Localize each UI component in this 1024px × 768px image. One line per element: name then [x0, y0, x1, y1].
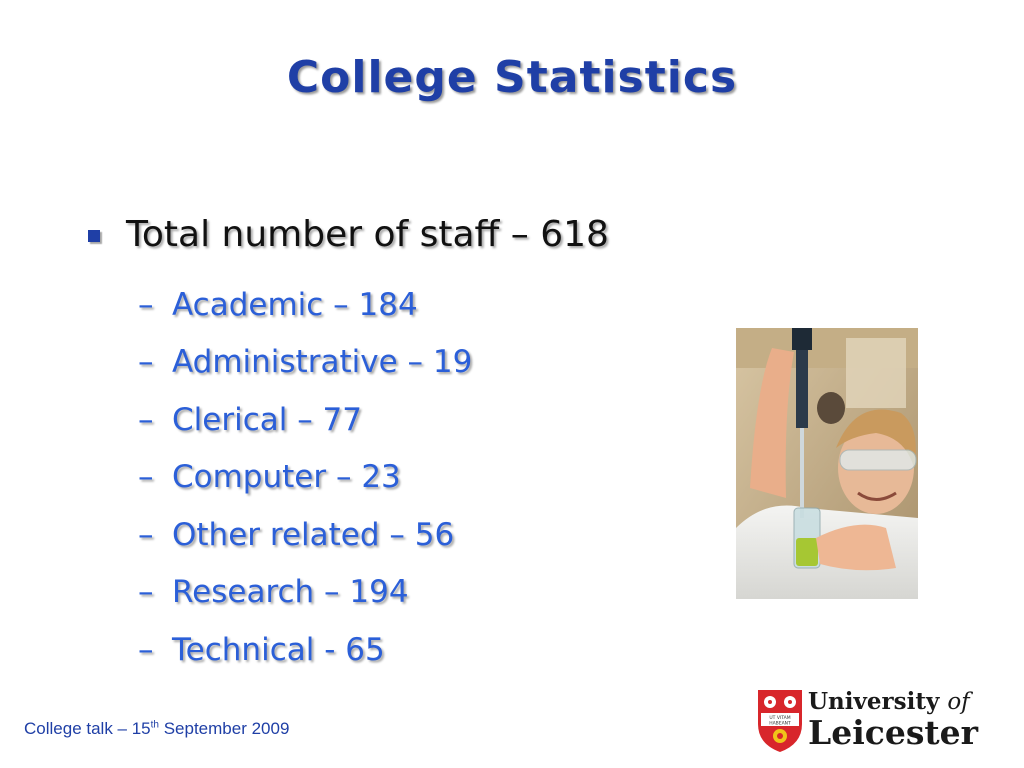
list-item: – Computer – 23 — [138, 449, 472, 507]
sub-item-text: Technical - 65 — [172, 631, 385, 668]
list-item: – Technical - 65 — [138, 621, 472, 679]
dash-bullet: – — [138, 344, 154, 381]
logo-leicester: Leicester — [808, 713, 979, 752]
logo-wordmark: University of Leicester — [808, 690, 978, 749]
logo-university: University — [808, 688, 940, 715]
shield-motto-line2: HABEANT — [769, 721, 791, 727]
footer-prefix: College talk – 15 — [24, 719, 151, 738]
list-item: – Academic – 184 — [138, 276, 472, 334]
staff-breakdown-list: – Academic – 184 – Administrative – 19 – Cl… — [138, 276, 472, 679]
logo-of: of — [947, 689, 970, 715]
sub-item-text: Other related – 56 — [172, 516, 455, 553]
lab-scientist-photo — [736, 328, 918, 599]
list-item: – Other related – 56 — [138, 506, 472, 564]
main-bullet-text: Total number of staff – 618 — [126, 214, 609, 255]
dash-bullet: – — [138, 574, 154, 611]
main-bullet: Total number of staff – 618 — [88, 214, 609, 255]
dash-bullet: – — [138, 631, 154, 668]
shield-motto-line1: UT VITAM — [769, 715, 790, 721]
dash-bullet: – — [138, 401, 154, 438]
slide-title: College Statistics — [286, 52, 738, 103]
dash-bullet: – — [138, 459, 154, 496]
dash-bullet: – — [138, 286, 154, 323]
dash-bullet: – — [138, 516, 154, 553]
sub-item-text: Research – 194 — [172, 574, 409, 611]
square-bullet-icon — [88, 229, 100, 242]
footer-suffix: September 2009 — [158, 719, 290, 738]
university-logo: UT VITAM HABEANT — [756, 688, 996, 758]
footer-superscript: th — [150, 719, 159, 731]
list-item: – Administrative – 19 — [138, 334, 472, 392]
list-item: – Clerical – 77 — [138, 391, 472, 449]
sub-item-text: Administrative – 19 — [172, 344, 473, 381]
lab-photo-illustration — [736, 328, 918, 599]
footer-text: College talk – 15th September 2009 — [24, 719, 289, 739]
leicester-shield-icon: UT VITAM HABEANT — [758, 690, 802, 752]
sub-item-text: Academic – 184 — [172, 286, 418, 323]
sub-item-text: Computer – 23 — [172, 459, 401, 496]
sub-item-text: Clerical – 77 — [172, 401, 362, 438]
list-item: – Research – 194 — [138, 564, 472, 622]
logo-line1: University of — [808, 690, 978, 714]
